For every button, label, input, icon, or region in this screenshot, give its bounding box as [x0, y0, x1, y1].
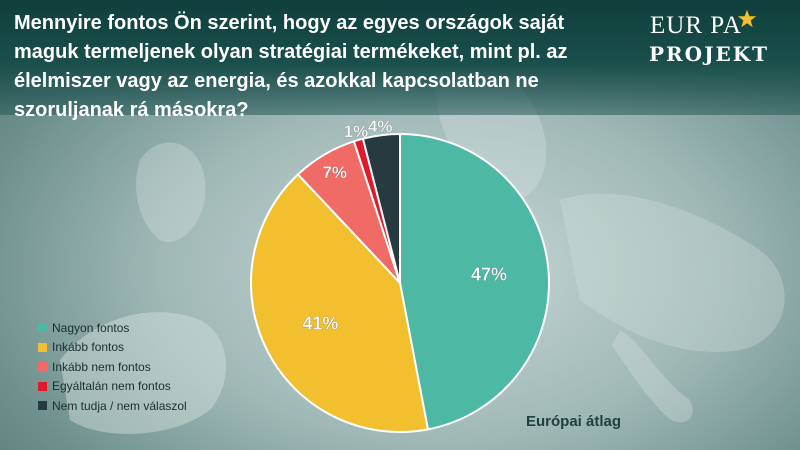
legend-swatch-3	[38, 381, 47, 391]
chart-legend: Nagyon fontos Inkább fontos Inkább nem fon…	[38, 318, 187, 416]
data-label-1: 41%	[302, 314, 338, 334]
legend-swatch-1	[38, 342, 47, 352]
legend-swatch-4	[38, 401, 47, 411]
pie-slice-1	[250, 172, 430, 433]
legend-item-0: Nagyon fontos	[38, 318, 187, 338]
logo-line-1: EUR PA	[650, 12, 742, 39]
question-title: Mennyire fontos Ön szerint, hogy az egye…	[14, 12, 568, 121]
pie-slice-4	[361, 132, 401, 284]
legend-swatch-2	[38, 362, 47, 372]
legend-item-2: Inkább nem fontos	[38, 357, 187, 377]
legend-label-2: Inkább nem fontos	[52, 359, 151, 374]
legend-label-3: Egyáltalán nem fontos	[52, 379, 171, 394]
map-land-britain	[136, 142, 206, 242]
data-label-0: 47%	[471, 265, 507, 285]
legend-item-3: Egyáltalán nem fontos	[38, 377, 187, 397]
map-land-italy	[612, 330, 693, 423]
logo-line-2: PROJEKT	[649, 42, 770, 66]
header-band	[0, 0, 800, 115]
map-land-central	[560, 193, 785, 352]
legend-label-1: Inkább fontos	[52, 340, 125, 355]
europa-projekt-logo: EUR PA PROJEKT	[636, 9, 792, 70]
star-icon	[737, 9, 757, 28]
legend-item-4: Nem tudja / nem válaszol	[38, 396, 187, 416]
legend-item-1: Inkább fontos	[38, 338, 187, 358]
data-label-3: 1%	[344, 122, 369, 141]
legend-swatch-0	[38, 323, 47, 333]
footer-note: Európai átlag	[526, 413, 622, 430]
legend-label-0: Nagyon fontos	[52, 320, 130, 335]
data-label-2: 7%	[322, 163, 347, 182]
data-label-4: 4%	[368, 117, 393, 136]
pie-slice-0	[399, 132, 550, 431]
map-land-iberia	[60, 312, 227, 434]
legend-label-4: Nem tudja / nem válaszol	[52, 398, 187, 413]
